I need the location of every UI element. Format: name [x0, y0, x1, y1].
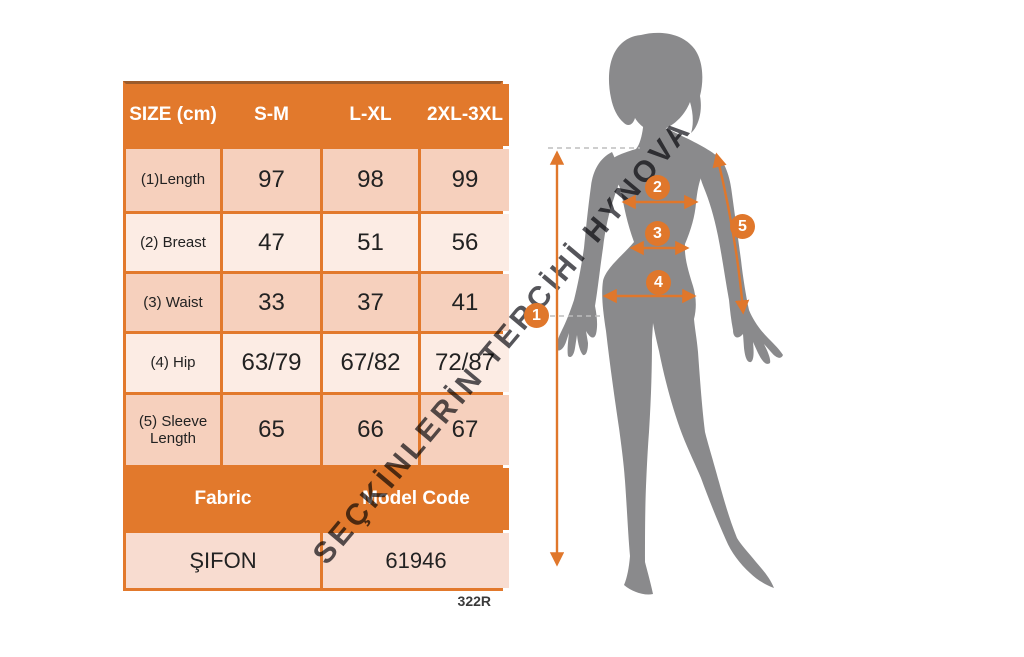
model-code-value-cell: 61946	[323, 533, 509, 588]
length-sm: 97	[223, 149, 320, 211]
length-2xl3xl: 99	[421, 149, 509, 211]
row-label-length: (1)Length	[126, 149, 220, 211]
marker-4-hip: 4	[646, 270, 671, 295]
marker-1-length: 1	[524, 303, 549, 328]
hip-lxl: 67/82	[323, 334, 418, 392]
size-chart-table: SIZE (cm) S-M L-XL 2XL-3XL (1)Length 97 …	[123, 81, 509, 591]
breast-sm: 47	[223, 214, 320, 271]
model-code-header-cell: Model Code	[323, 468, 509, 530]
col-header-sm: S-M	[223, 84, 320, 146]
row-label-breast: (2) Breast	[126, 214, 220, 271]
row-label-waist: (3) Waist	[126, 274, 220, 331]
waist-2xl3xl: 41	[421, 274, 509, 331]
silhouette-head	[608, 32, 703, 133]
sleeve-2xl3xl: 67	[421, 395, 509, 465]
length-lxl: 98	[323, 149, 418, 211]
row-label-hip: (4) Hip	[126, 334, 220, 392]
fabric-header-cell: Fabric	[126, 468, 320, 530]
col-header-2xl3xl: 2XL-3XL	[421, 84, 509, 146]
marker-5-sleeve: 5	[730, 214, 755, 239]
marker-2-breast: 2	[645, 175, 670, 200]
size-header-cell: SIZE (cm)	[126, 84, 220, 146]
waist-lxl: 37	[323, 274, 418, 331]
hip-sm: 63/79	[223, 334, 320, 392]
hip-2xl3xl: 72/87	[421, 334, 509, 392]
marker-3-waist: 3	[645, 221, 670, 246]
col-header-lxl: L-XL	[323, 84, 418, 146]
sleeve-lxl: 66	[323, 395, 418, 465]
silhouette-left-arm	[556, 152, 622, 358]
sleeve-sm: 65	[223, 395, 320, 465]
breast-2xl3xl: 56	[421, 214, 509, 271]
row-label-sleeve: (5) Sleeve Length	[126, 395, 220, 465]
breast-lxl: 51	[323, 214, 418, 271]
fabric-value-cell: ŞIFON	[126, 533, 320, 588]
style-code-footnote: 322R	[457, 593, 491, 609]
waist-sm: 33	[223, 274, 320, 331]
